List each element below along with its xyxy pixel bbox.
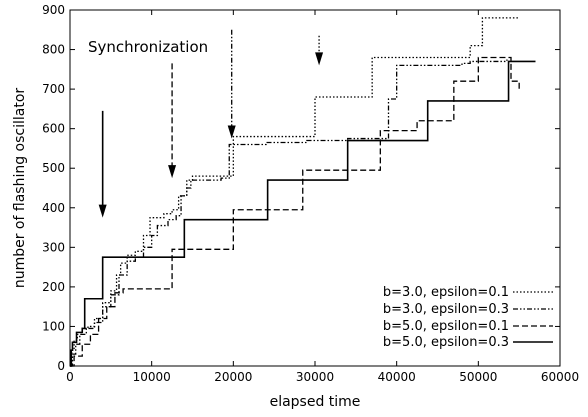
y-tick-label: 700: [42, 82, 65, 96]
series-layer: [70, 17, 536, 367]
legend-label-4: b=5.0, epsilon=0.3: [383, 335, 509, 350]
y-tick-label: 900: [42, 3, 65, 17]
y-tick-label: 400: [42, 201, 65, 215]
y-tick-label: 800: [42, 43, 65, 57]
arrow-layer: [98, 29, 324, 218]
arrow-head-3: [227, 125, 236, 139]
arrow-head-2: [168, 165, 177, 179]
x-tick-label: 50000: [459, 370, 497, 384]
axis-ticks: 0 10000 20000 30000 40000 50000 60000 0 100 200 30…: [42, 3, 579, 384]
y-tick-label: 500: [42, 161, 65, 175]
y-tick-label: 100: [42, 319, 65, 333]
synchronization-annotation: Synchronization: [88, 38, 208, 56]
legend-label-3: b=5.0, epsilon=0.1: [383, 319, 509, 334]
legend: b=3.0, epsilon=0.1 b=3.0, epsilon=0.3 b=5.…: [383, 285, 553, 350]
y-tick-label: 0: [57, 359, 65, 373]
x-tick-label: 60000: [541, 370, 579, 384]
series-line-2: [70, 59, 508, 367]
x-tick-label: 20000: [214, 370, 252, 384]
arrow-head-1: [98, 204, 107, 218]
series-line-4: [70, 60, 536, 367]
y-tick-label: 600: [42, 122, 65, 136]
arrow-head-4: [315, 52, 324, 66]
x-tick-label: 10000: [133, 370, 171, 384]
legend-label-1: b=3.0, epsilon=0.1: [383, 285, 509, 300]
series-line-3: [70, 56, 520, 367]
x-axis-title: elapsed time: [270, 394, 361, 410]
x-tick-label: 30000: [296, 370, 334, 384]
y-tick-label: 200: [42, 280, 65, 294]
x-tick-label: 0: [66, 370, 74, 384]
y-tick-label: 300: [42, 240, 65, 254]
y-axis-title: number of flashing oscillator: [12, 88, 28, 289]
x-tick-label: 40000: [378, 370, 416, 384]
legend-label-2: b=3.0, epsilon=0.3: [383, 302, 509, 317]
